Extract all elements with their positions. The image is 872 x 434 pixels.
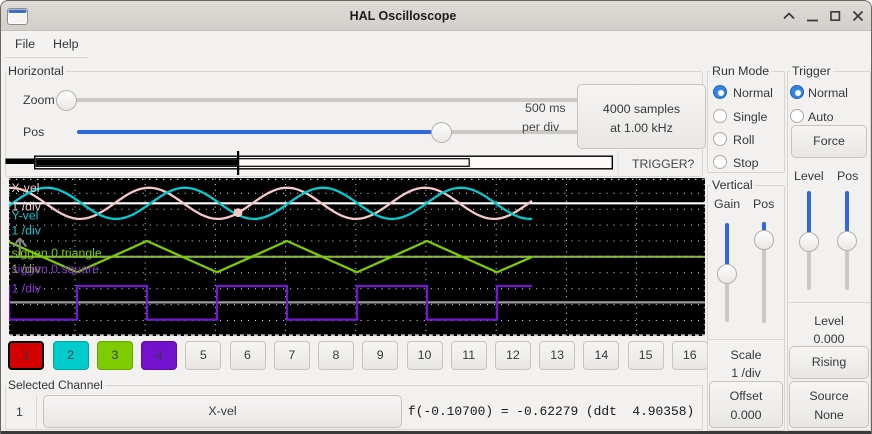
svg-text:1 /div: 1 /div (12, 224, 42, 238)
svg-text:siggen.0.square: siggen.0.square (12, 262, 100, 276)
svg-text:Y-vel: Y-vel (12, 209, 39, 223)
svg-text:1 /div: 1 /div (12, 262, 42, 276)
svg-text:1 /div: 1 /div (12, 200, 42, 214)
svg-text:X-vel: X-vel (12, 181, 40, 195)
svg-text:1 /div: 1 /div (12, 282, 42, 296)
svg-text:siggen.0.triangle: siggen.0.triangle (12, 246, 102, 260)
